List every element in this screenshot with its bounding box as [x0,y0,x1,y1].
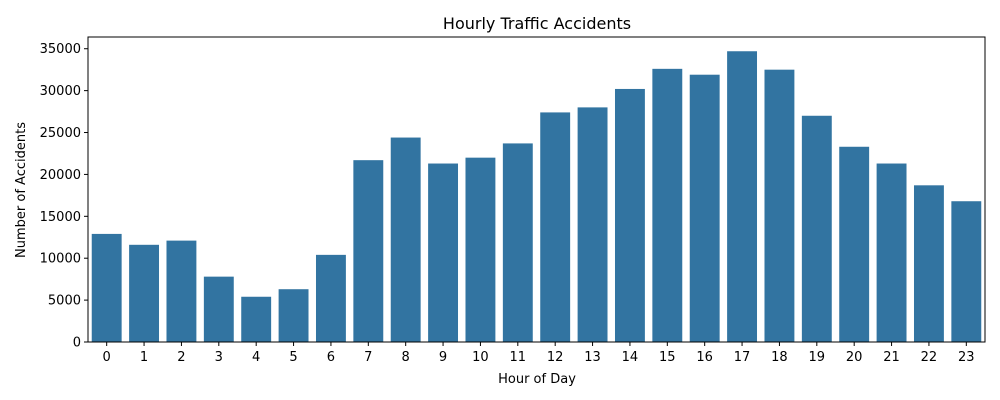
bar-hour-7 [353,160,384,342]
x-tick-label: 7 [364,350,372,365]
x-tick-label: 20 [846,350,863,365]
y-tick-label: 0 [73,336,81,351]
y-tick-label: 25000 [40,126,81,141]
x-tick-label: 2 [177,350,185,365]
chart-title: Hourly Traffic Accidents [443,14,631,33]
x-tick-label: 14 [622,350,639,365]
bar-hour-3 [203,276,234,342]
bar-hour-14 [614,88,645,342]
y-tick-label: 30000 [40,84,81,99]
x-tick-label: 15 [659,350,676,365]
y-tick-label: 15000 [40,210,81,225]
bar-hour-2 [166,240,197,342]
bar-hour-4 [241,296,272,342]
x-tick-label: 23 [958,350,975,365]
bar-hour-1 [129,244,160,342]
bar-hour-20 [839,146,870,342]
bar-hour-10 [465,157,496,342]
bar-hour-22 [913,185,944,342]
bar-hour-11 [502,143,533,342]
bar-hour-15 [652,68,683,342]
x-tick-label: 21 [883,350,900,365]
x-tick-label: 13 [584,350,601,365]
bar-hour-23 [951,201,982,342]
x-tick-label: 18 [771,350,788,365]
bar-hour-9 [428,163,459,342]
bar-hour-12 [540,112,571,343]
x-tick-label: 16 [696,350,713,365]
x-tick-label: 5 [289,350,297,365]
x-tick-label: 0 [103,350,111,365]
bar-hour-16 [689,74,720,342]
plot-frame [87,36,986,343]
bar-hour-17 [727,51,758,342]
bar-hour-5 [278,289,309,342]
y-axis-ticks: 0 5000 10000 15000 20000 25000 30000 35000 [40,42,88,351]
bars-group [91,51,982,343]
bar-hour-6 [315,254,346,342]
y-tick-label: 5000 [48,294,81,309]
x-tick-label: 22 [921,350,938,365]
y-axis-label: Number of Accidents [14,122,29,258]
x-tick-label: 1 [140,350,148,365]
x-axis-ticks: 0 1 2 3 4 5 6 7 8 9 10 11 12 13 14 15 16 17 18 19 20 21 22 23 [103,342,975,365]
x-tick-label: 11 [510,350,527,365]
x-tick-label: 3 [215,350,223,365]
bar-hour-13 [577,107,608,342]
y-tick-label: 35000 [40,42,81,57]
y-tick-label: 20000 [40,168,81,183]
x-tick-label: 17 [734,350,751,365]
x-tick-label: 12 [547,350,564,365]
x-tick-label: 10 [472,350,489,365]
x-tick-label: 19 [809,350,826,365]
bar-hour-18 [764,69,795,342]
bar-hour-0 [91,233,122,342]
x-tick-label: 8 [402,350,410,365]
bar-hour-19 [801,115,832,342]
bar-hour-21 [876,163,907,342]
x-tick-label: 6 [327,350,335,365]
x-tick-label: 9 [439,350,447,365]
y-tick-label: 10000 [40,252,81,267]
x-axis-label: Hour of Day [498,372,576,387]
x-tick-label: 4 [252,350,260,365]
bar-hour-8 [390,137,421,342]
